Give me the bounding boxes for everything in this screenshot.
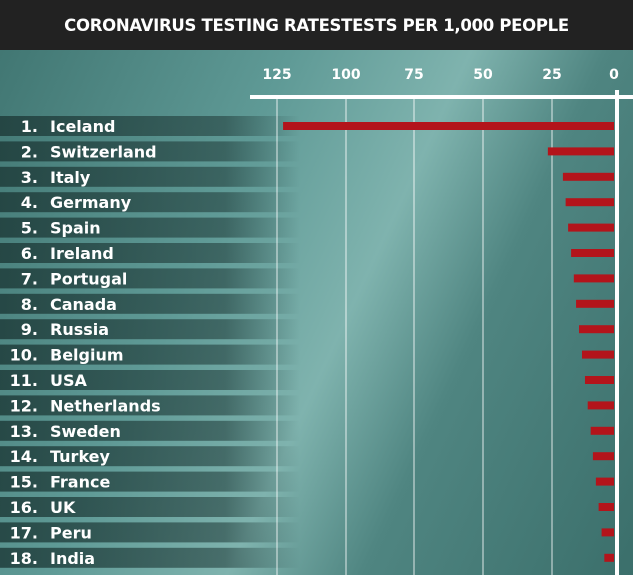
country-label: Turkey [50, 447, 111, 466]
row-band [0, 344, 300, 365]
country-label: Spain [50, 219, 101, 238]
rank-label: 13. [10, 422, 38, 441]
rank-label: 3. [21, 168, 38, 187]
bar [283, 122, 614, 130]
rank-label: 18. [10, 549, 38, 568]
bar [568, 223, 614, 232]
country-label: Sweden [50, 422, 121, 441]
country-label: Switzerland [50, 142, 157, 161]
rank-label: 14. [10, 447, 38, 466]
country-label: India [50, 549, 95, 568]
row-band [0, 293, 300, 314]
country-label: Russia [50, 320, 109, 339]
country-label: Netherlands [50, 396, 161, 415]
row-band [0, 141, 300, 162]
x-tick-label: 100 [331, 67, 360, 83]
rank-label: 5. [21, 219, 38, 238]
bar [582, 350, 614, 359]
x-tick-label: 0 [609, 67, 619, 83]
country-label: Portugal [50, 269, 127, 288]
row-band [0, 420, 300, 441]
x-tick-label: 75 [404, 67, 423, 83]
rank-label: 4. [21, 193, 38, 212]
row-band [0, 319, 300, 340]
bar [576, 299, 614, 308]
bar [547, 147, 614, 156]
bar [590, 426, 614, 435]
country-label: Belgium [50, 346, 124, 365]
chart-title: CORONAVIRUS TESTING RATESTESTS PER 1,000… [0, 0, 633, 50]
x-tick-label: 125 [262, 67, 291, 83]
row-band [0, 116, 300, 136]
country-label: Germany [50, 193, 132, 212]
rank-label: 8. [21, 295, 38, 314]
row-band [0, 370, 300, 390]
row-band [0, 497, 300, 517]
bar [565, 198, 614, 207]
row-band [0, 522, 300, 543]
rank-label: 1. [21, 117, 38, 136]
row-band [0, 268, 300, 289]
country-label: USA [50, 371, 88, 390]
bar [601, 528, 614, 537]
rank-label: 9. [21, 320, 38, 339]
country-label: Canada [50, 295, 117, 314]
bar [579, 325, 614, 334]
bar-chart: 125 100 75 50 25 0 1. Iceland 2. Switzerland 3. It… [0, 67, 633, 575]
rank-label: 6. [21, 244, 38, 263]
bar [562, 172, 614, 181]
country-label: Peru [50, 523, 92, 542]
country-label: Italy [50, 168, 91, 187]
rank-label: 12. [10, 396, 38, 415]
x-tick-label: 50 [473, 67, 493, 83]
row-band [0, 446, 300, 467]
country-label: Ireland [50, 244, 114, 263]
row-band [0, 243, 300, 263]
country-label: UK [50, 498, 76, 517]
bar [595, 477, 614, 486]
rank-label: 16. [10, 498, 38, 517]
country-label: France [50, 473, 110, 492]
x-tick-label: 25 [542, 67, 561, 83]
row-band [0, 217, 300, 238]
bar [592, 452, 614, 461]
rank-label: 15. [10, 473, 38, 492]
country-label: Iceland [50, 117, 115, 136]
rank-label: 11. [10, 371, 38, 390]
row-band [0, 395, 300, 416]
row-band [0, 471, 300, 492]
bar [573, 274, 614, 283]
rank-label: 10. [10, 346, 38, 365]
rank-label: 17. [10, 523, 38, 542]
row-band [0, 166, 300, 187]
rank-label: 7. [21, 269, 38, 288]
row-band [0, 192, 300, 213]
rank-label: 2. [21, 142, 38, 161]
bar [604, 553, 614, 562]
bar [571, 249, 614, 257]
bar [598, 503, 614, 511]
row-band [0, 547, 300, 568]
bar [584, 376, 614, 384]
bar [587, 401, 614, 410]
